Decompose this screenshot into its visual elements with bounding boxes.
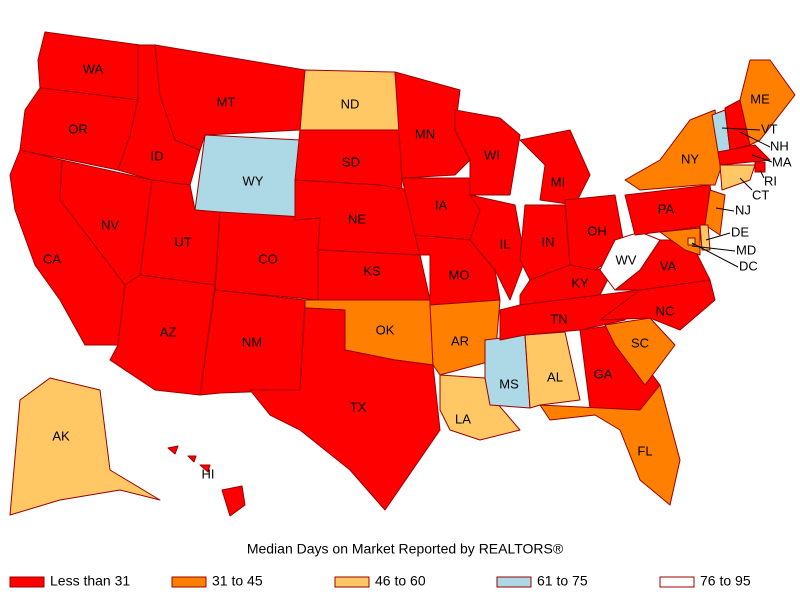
state — [469, 194, 526, 301]
state-label: MT — [217, 94, 236, 109]
state-label: TX — [350, 399, 367, 414]
leader-lines — [691, 127, 773, 268]
state-label: TN — [550, 311, 567, 326]
state-label: NV — [101, 217, 119, 232]
state-label: PA — [658, 201, 675, 216]
state-label: AZ — [160, 324, 177, 339]
legend-swatch — [334, 576, 370, 588]
state-label: MI — [551, 174, 565, 189]
state — [739, 59, 796, 146]
legend-swatch — [659, 576, 695, 588]
state-label: UT — [174, 234, 191, 249]
leader-line — [715, 207, 735, 212]
state-label: NH — [770, 138, 789, 153]
state-label: AR — [451, 333, 469, 348]
state-label: VA — [660, 258, 677, 273]
state — [599, 231, 661, 291]
state-label: RI — [764, 173, 777, 188]
state-label: WI — [484, 147, 500, 162]
legend-swatch — [171, 576, 207, 588]
state-label: IL — [500, 236, 511, 251]
state-label: NJ — [735, 202, 751, 217]
legend: Less than 31 31 to 45 46 to 60 61 to 75 76 t… — [9, 573, 751, 589]
state — [699, 224, 711, 251]
legend-label: 76 to 95 — [700, 573, 751, 589]
state — [249, 307, 441, 511]
state-label: CT — [752, 187, 769, 202]
legend-label: 61 to 75 — [537, 573, 588, 589]
state-label: DE — [731, 224, 749, 239]
state-label: KY — [571, 275, 589, 290]
state-labels: WA OR CA NV ID MT UT AZ CO NM SD NE KS T… — [43, 61, 792, 481]
legend-swatch — [496, 576, 532, 588]
state — [539, 384, 681, 506]
leader-line — [751, 154, 773, 163]
state-label: CO — [258, 251, 278, 266]
state-label: WY — [243, 173, 264, 188]
state-label: WV — [616, 252, 637, 267]
state — [109, 274, 216, 396]
state-label: OH — [587, 223, 607, 238]
state — [719, 164, 756, 191]
state-label: AK — [52, 428, 70, 443]
state-label: VT — [761, 121, 778, 136]
leader-line — [705, 232, 731, 241]
legend-swatch — [9, 576, 45, 588]
state-label: OK — [376, 322, 395, 337]
state-label: DC — [739, 258, 758, 273]
state-label: NC — [656, 303, 675, 318]
state — [704, 189, 726, 236]
state — [604, 317, 676, 386]
state — [167, 445, 246, 517]
state-label: MN — [415, 126, 435, 141]
state-label: AL — [547, 369, 563, 384]
state-label: NE — [348, 211, 366, 226]
leader-line — [739, 177, 753, 191]
states — [9, 31, 796, 517]
state-label: HI — [202, 466, 215, 481]
state — [624, 109, 723, 191]
state — [519, 129, 591, 206]
state-label: IN — [542, 234, 555, 249]
state-label: LA — [455, 411, 471, 426]
state-label: ID — [151, 148, 164, 163]
state-label: GA — [594, 366, 613, 381]
state-label: WA — [83, 61, 104, 76]
state — [524, 331, 581, 409]
legend-label: Less than 31 — [50, 573, 130, 589]
state — [499, 289, 641, 341]
state-label: NM — [242, 334, 262, 349]
state-label: OR — [68, 121, 88, 136]
state-label: CA — [43, 251, 61, 266]
state-label: SC — [631, 335, 649, 350]
state-label: ND — [341, 96, 360, 111]
state — [754, 161, 766, 173]
leader-line — [739, 131, 771, 148]
map-title: Median Days on Market Reported by REALTO… — [247, 541, 564, 557]
legend-label: 46 to 60 — [375, 573, 426, 589]
state-label: NY — [681, 151, 699, 166]
state — [9, 377, 161, 516]
state — [659, 227, 701, 256]
state — [717, 144, 771, 166]
leader-line — [691, 242, 739, 268]
state-label: MO — [449, 267, 470, 282]
state-label: MD — [736, 242, 756, 257]
state-label: SD — [342, 154, 360, 169]
state — [454, 109, 521, 196]
state-label: MS — [499, 376, 519, 391]
state-label: ME — [750, 91, 770, 106]
legend-label: 31 to 45 — [212, 573, 263, 589]
state-label: FL — [637, 443, 652, 458]
state-label: MA — [772, 154, 792, 169]
state — [484, 334, 531, 409]
leader-line — [721, 127, 761, 131]
state-label: KS — [363, 263, 381, 278]
state — [429, 299, 501, 376]
state-label: IA — [435, 197, 448, 212]
leader-line — [759, 169, 765, 179]
